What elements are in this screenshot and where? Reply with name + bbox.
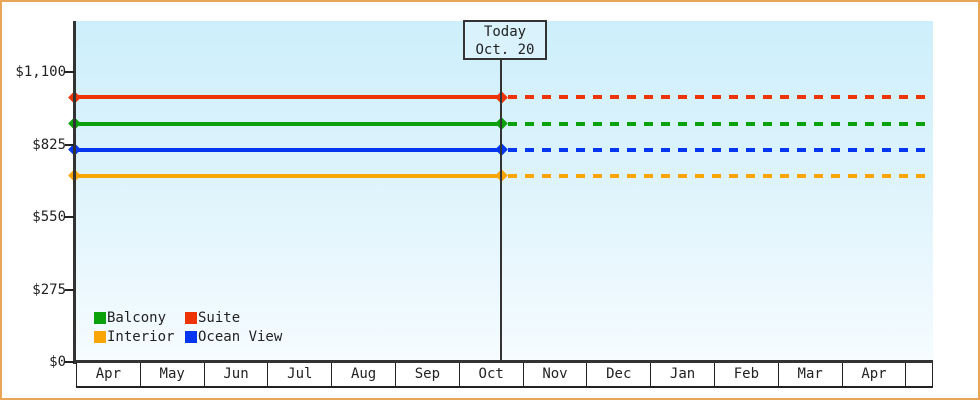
series-line-dashed-suite [508,95,933,100]
series-line-solid-suite [73,95,501,100]
y-tick-label: $825 [32,136,66,153]
x-axis-month-dec: Dec [587,363,652,386]
today-annotation-title: Today [483,24,527,40]
series-line-dashed-interior [508,173,933,178]
legend-label-interior: Interior [107,329,175,345]
y-tick-mark [65,143,74,146]
x-axis-month-feb: Feb [714,363,779,386]
legend-swatch-ocean-view [185,331,197,343]
today-annotation-box: Today Oct. 20 [463,20,547,60]
today-line [500,59,502,360]
legend-swatch-interior [94,331,106,343]
legend-item-ocean-view: Ocean View [185,329,282,345]
legend-swatch-balcony [94,312,106,324]
today-annotation-date: Oct. 20 [475,42,535,58]
x-axis-month-mar: Mar [778,363,843,386]
y-tick-mark [65,216,74,218]
x-axis-month-apr: Apr [842,363,907,386]
x-axis-month-oct: Oct [459,363,524,386]
x-axis-month-sep: Sep [395,363,460,386]
legend-item-balcony: Balcony [94,310,185,326]
series-line-dashed-ocean-view [508,147,933,152]
series-line-dashed-balcony [508,121,933,126]
x-axis-month-jul: Jul [268,363,333,386]
y-tick-label: $275 [32,281,66,298]
y-tick-mark [65,288,74,291]
y-tick-mark [65,361,74,363]
x-axis-month-strip: Apr May Jun Jul Aug Sep Oct Nov Dec Jan Feb Mar Apr [76,363,933,388]
series-line-solid-balcony [73,121,501,126]
series-line-solid-ocean-view [73,147,501,152]
series-line-solid-interior [73,173,501,178]
x-axis-month-jan: Jan [651,363,715,386]
x-axis-month-jun: Jun [204,363,269,386]
x-axis-month-empty [906,363,932,386]
x-axis [73,360,933,363]
y-tick-label: $550 [32,209,66,225]
x-axis-month-apr: Apr [77,363,141,386]
y-tick-label: $0 [49,354,66,370]
y-axis [73,21,76,364]
legend-item-suite: Suite [185,310,282,326]
legend-swatch-suite [185,312,197,324]
y-tick-label: $1,100 [15,64,66,80]
plot-area [76,21,933,362]
legend: Balcony Suite Interior Ocean View [94,310,282,345]
legend-label-ocean-view: Ocean View [198,329,283,345]
x-axis-month-aug: Aug [332,363,396,386]
x-axis-month-nov: Nov [523,363,588,386]
y-tick-mark [65,71,74,73]
legend-item-interior: Interior [94,329,185,345]
legend-label-suite: Suite [198,310,241,326]
x-axis-month-may: May [140,363,205,386]
legend-label-balcony: Balcony [107,310,167,326]
